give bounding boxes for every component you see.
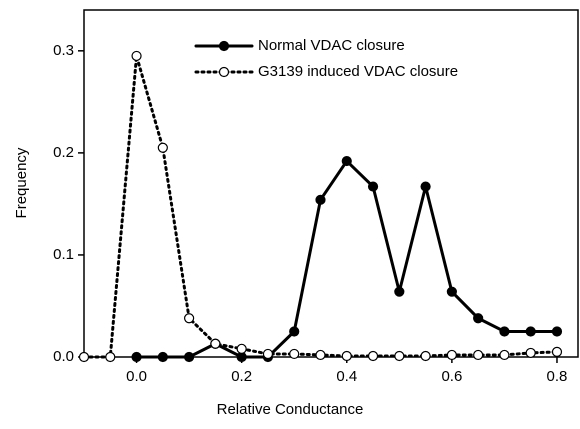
data-point xyxy=(289,326,300,337)
x-tick-label: 0.4 xyxy=(336,368,357,385)
y-axis-label: Frequency xyxy=(13,147,30,218)
plot-frame xyxy=(83,9,579,358)
data-point xyxy=(473,349,484,361)
x-tick-label: 0.0 xyxy=(126,368,147,385)
data-point xyxy=(78,351,90,363)
x-tick-label: 0.6 xyxy=(441,368,462,385)
data-point xyxy=(420,350,431,362)
data-point xyxy=(446,349,457,361)
data-point xyxy=(131,351,142,363)
data-point xyxy=(157,351,168,363)
data-point xyxy=(184,351,195,363)
data-point xyxy=(131,50,142,62)
data-point xyxy=(157,142,168,153)
data-point xyxy=(341,155,352,167)
data-point xyxy=(525,326,536,337)
data-point xyxy=(420,181,431,192)
x-tick-label: 0.8 xyxy=(547,368,568,385)
y-tick-label: 0.3 xyxy=(53,42,74,59)
y-tick-label: 0.0 xyxy=(53,348,74,365)
y-tick-label: 0.1 xyxy=(53,246,74,263)
data-point xyxy=(394,286,405,297)
x-tick-label: 0.2 xyxy=(231,368,252,385)
data-point xyxy=(551,326,563,337)
data-point xyxy=(289,348,300,360)
data-point xyxy=(551,346,563,357)
data-point xyxy=(473,313,484,324)
data-point xyxy=(367,181,379,192)
data-point xyxy=(446,286,457,297)
data-point xyxy=(315,349,326,361)
data-point xyxy=(184,313,195,324)
series-line xyxy=(135,158,559,359)
data-point xyxy=(315,194,326,205)
data-point xyxy=(262,348,274,360)
data-point xyxy=(367,350,379,362)
data-point xyxy=(105,351,116,363)
legend-label: G3139 induced VDAC closure xyxy=(258,63,458,80)
x-axis-label: Relative Conductance xyxy=(217,401,364,418)
legend-label: Normal VDAC closure xyxy=(258,37,405,54)
data-point xyxy=(341,350,352,362)
data-point xyxy=(525,347,536,359)
data-point xyxy=(236,343,247,354)
data-point xyxy=(210,338,221,349)
legend-marker xyxy=(218,40,230,52)
data-point xyxy=(394,350,405,362)
data-point xyxy=(499,349,510,361)
data-point xyxy=(499,326,510,337)
legend-marker xyxy=(218,66,230,78)
y-tick-label: 0.2 xyxy=(53,144,74,161)
